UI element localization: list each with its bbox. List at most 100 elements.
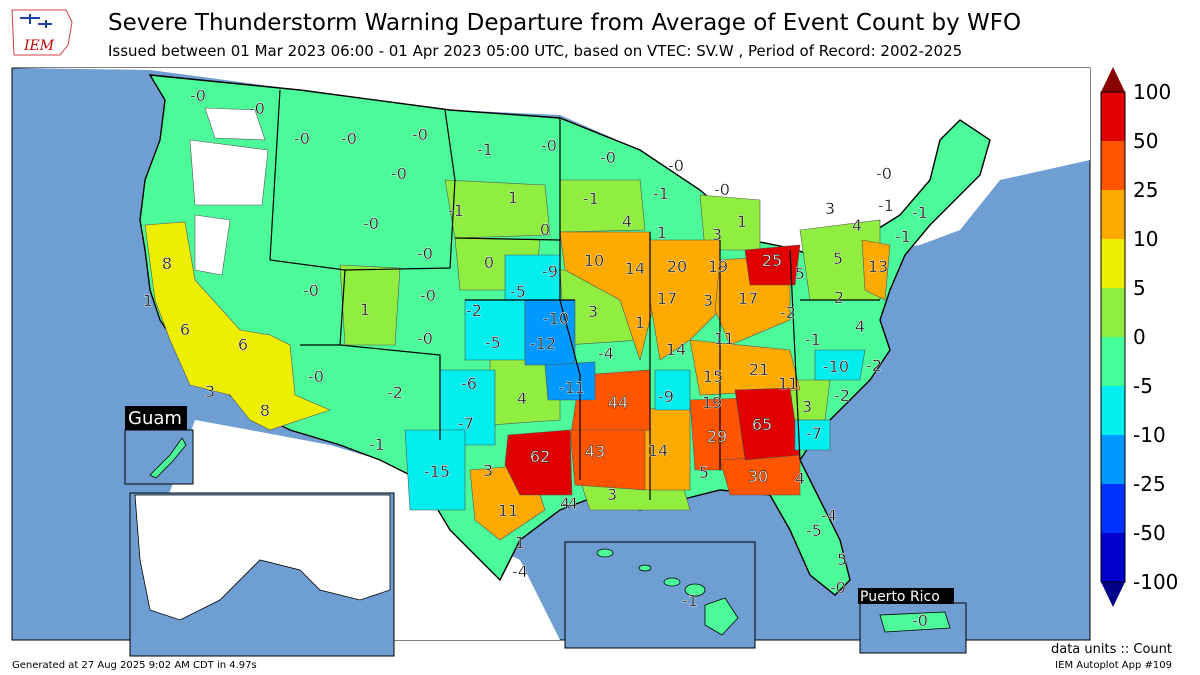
wfo-value-label: 4	[795, 469, 805, 488]
wfo-value-label: 6	[180, 320, 190, 339]
puerto-rico-label: Puerto Rico	[860, 589, 940, 605]
wfo-value-label: -2	[387, 383, 403, 402]
wfo-value-label: 44	[608, 393, 628, 412]
wfo-value-label: -0	[249, 99, 265, 118]
wfo-value-label: 4	[852, 216, 862, 235]
wfo-value-label: -4	[562, 494, 578, 513]
wfo-value-label: -4	[821, 506, 837, 525]
wfo-value-label: 3	[483, 461, 493, 480]
colorbar-outline	[1100, 91, 1126, 583]
wfo-value-label: -1	[895, 227, 911, 246]
colorbar-tick-label: 0	[1133, 325, 1146, 349]
wfo-value-label: -0	[412, 125, 428, 144]
wfo-value-label: 3	[825, 199, 835, 218]
wfo-value-label: 3	[703, 291, 713, 310]
colorbar-segment	[1101, 435, 1125, 484]
wfo-value-label: -9	[542, 262, 558, 281]
map-title: Severe Thunderstorm Warning Departure fr…	[108, 10, 1022, 36]
colorbar-segment	[1101, 386, 1125, 435]
map-subtitle: Issued between 01 Mar 2023 06:00 - 01 Ap…	[108, 42, 963, 60]
wfo-value-label: -10	[543, 309, 569, 328]
wfo-value-label: 65	[752, 415, 772, 434]
wfo-value-label: -1	[583, 189, 599, 208]
wfo-value-label: -0	[420, 286, 436, 305]
logo-text: IEM	[23, 38, 55, 54]
wfo-value-label: -12	[530, 334, 556, 353]
wfo-value-label: 5	[833, 249, 843, 268]
wfo-value-label: 11	[714, 329, 734, 348]
wfo-value-label: -2	[834, 386, 850, 405]
wfo-value-label: 3	[712, 225, 722, 244]
colorbar-segment	[1101, 288, 1125, 337]
wfo-value-label: -1	[912, 203, 928, 222]
wfo-value-label: 5	[795, 264, 805, 283]
wfo-value-label: -1	[682, 591, 698, 610]
wfo-value-label: 21	[749, 360, 769, 379]
wfo-value-label: 1	[657, 223, 667, 242]
wfo-value-label: -1	[878, 196, 894, 215]
wfo-value-label: -0	[391, 164, 407, 183]
colorbar-segment	[1101, 533, 1125, 582]
wfo-value-label: 1	[508, 188, 518, 207]
wfo-value-label: 10	[584, 251, 604, 270]
wfo-value-label: -7	[806, 424, 822, 443]
canada-land	[12, 68, 1090, 255]
wfo-value-label: -2	[466, 301, 482, 320]
wfo-value-label: -0	[303, 281, 319, 300]
wfo-value-label: -0	[714, 180, 730, 199]
wfo-value-label: -4	[598, 344, 614, 363]
hawaii-inset	[564, 541, 756, 649]
wfo-value-label: -11	[559, 378, 585, 397]
wfo-value-label: 4	[855, 317, 865, 336]
wfo-value-label: -4	[512, 562, 528, 581]
wfo-value-label: 1	[515, 533, 525, 552]
conus	[139, 74, 991, 596]
wfo-value-label: -0	[190, 86, 206, 105]
wfo-value-label: 25	[762, 251, 782, 270]
wfo-value-label: 19	[708, 257, 728, 276]
wfo-value-label: 2	[834, 288, 844, 307]
colorbar-segment	[1101, 92, 1125, 141]
wfo-value-label: -2	[780, 303, 796, 322]
wfo-value-label: 6	[238, 335, 248, 354]
wfo-value-label: -0	[341, 129, 357, 148]
wfo-value-label: 43	[585, 442, 605, 461]
wfo-value-label: 3	[802, 397, 812, 416]
wfo-value-label: -1	[448, 201, 464, 220]
wfo-value-label: -0	[541, 136, 557, 155]
wfo-value-label: 1	[635, 313, 645, 332]
wfo-value-label: 8	[260, 401, 270, 420]
wfo-value-label: 15	[703, 367, 723, 386]
wfo-value-label: 1	[143, 291, 153, 310]
wfo-value-label: 14	[666, 340, 686, 359]
puerto-rico-inset	[858, 588, 967, 654]
wfo-value-label: -15	[424, 462, 450, 481]
alaska-inset	[129, 492, 395, 657]
wfo-value-label: -2	[866, 356, 882, 375]
wfo-value-label: 4	[560, 494, 570, 513]
wfo-value-label: -1	[369, 435, 385, 454]
colorbar-segment	[1101, 484, 1125, 533]
wfo-value-label: 62	[530, 447, 550, 466]
app-id-label: IEM Autoplot App #109	[1055, 660, 1172, 671]
colorbar-tick-label: -10	[1133, 423, 1166, 447]
wfo-value-label: -0	[876, 164, 892, 183]
wfo-value-label: 20	[667, 257, 687, 276]
guam-inset	[124, 406, 194, 485]
generated-timestamp: Generated at 27 Aug 2025 9:02 AM CDT in …	[12, 660, 257, 671]
data-units-label: data units :: Count	[1050, 642, 1172, 657]
wfo-value-label: 14	[625, 259, 645, 278]
colorbar-tick-label: 100	[1133, 80, 1171, 104]
wfo-value-label: -5	[806, 521, 822, 540]
colorbar-segment	[1101, 239, 1125, 288]
wfo-value-label: 11	[778, 374, 798, 393]
colorbar-min-arrow	[1101, 582, 1125, 607]
wfo-value-labels: -0 -0 -0 -0 -0 -0 -0 -0 -0 -0 -0 -0 -0 -0 -0 -0 -0 -0 -0 -1…	[143, 86, 928, 630]
colorbar-segment	[1101, 141, 1125, 190]
wfo-value-label: -1	[805, 330, 821, 349]
wfo-value-label: 29	[707, 427, 727, 446]
iem-logo: IEM	[11, 9, 73, 56]
wfo-value-label: -1	[653, 184, 669, 203]
